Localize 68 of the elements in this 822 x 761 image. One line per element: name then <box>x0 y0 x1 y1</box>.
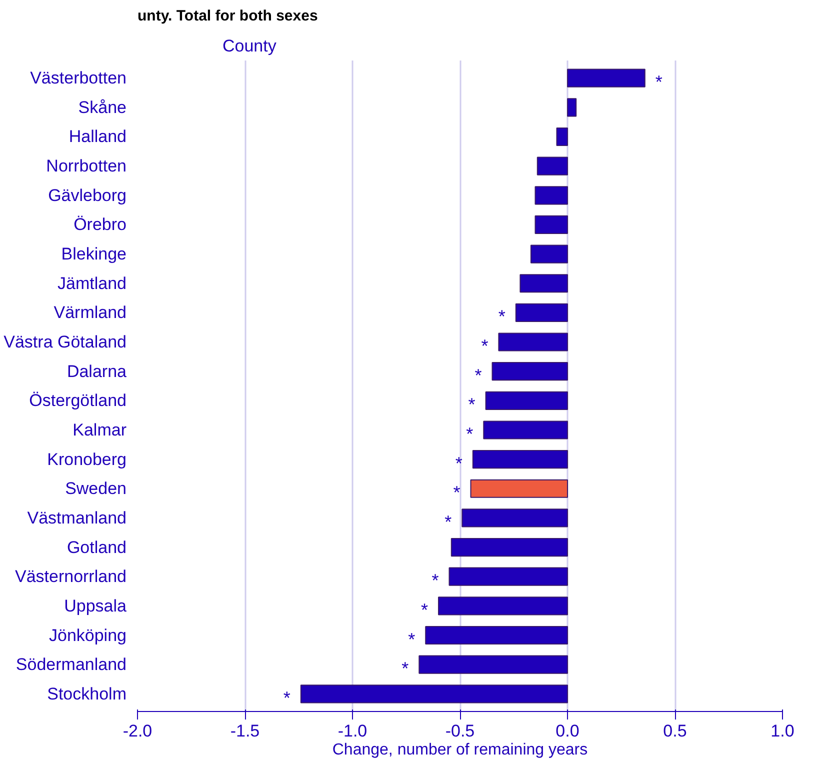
bar <box>520 274 568 293</box>
bar <box>300 684 568 704</box>
bar <box>534 186 568 205</box>
bar <box>438 596 568 616</box>
bar <box>472 450 568 469</box>
y-tick-label: Skåne <box>78 98 126 117</box>
y-tick-label: Östergötland <box>29 391 127 410</box>
bar <box>536 156 568 176</box>
data-label: * <box>468 394 476 415</box>
y-tick-label: Jönköping <box>48 626 127 645</box>
x-tick-label: 1.0 <box>770 722 794 740</box>
y-tick-label: Halland <box>68 127 127 146</box>
x-tick-label: -1.5 <box>230 722 260 740</box>
x-tick-label: -0.5 <box>445 722 475 740</box>
bar <box>483 420 568 440</box>
y-tick-label: Stockholm <box>47 684 127 704</box>
bar <box>530 244 568 264</box>
bar <box>450 538 568 557</box>
bar <box>534 215 568 234</box>
y-tick-label: Gävleborg <box>48 186 127 205</box>
bar <box>567 68 646 88</box>
y-tick-label: Örebro <box>74 215 127 234</box>
y-tick-label: Västernorrland <box>14 567 127 586</box>
data-label: * <box>444 512 452 532</box>
y-tick-label: Uppsala <box>64 596 128 616</box>
y-tick-label: Gotland <box>66 538 127 557</box>
bar <box>567 98 577 117</box>
data-label: * <box>655 72 662 92</box>
data-label: * <box>408 629 416 650</box>
bar <box>462 508 568 528</box>
y-tick-label: Södermanland <box>16 655 127 674</box>
y-tick-label: Jämtland <box>58 274 127 293</box>
y-tick-label: Kronoberg <box>47 450 126 469</box>
bar <box>470 479 568 498</box>
x-axis-title: Change, number of remaining years <box>332 742 588 758</box>
data-label: * <box>481 336 488 356</box>
bar <box>556 127 568 146</box>
data-label: * <box>283 688 290 708</box>
x-tick-label: 0.5 <box>663 722 687 740</box>
y-tick-label: Västmanland <box>27 508 127 528</box>
bar <box>515 303 568 322</box>
x-tick-label: -1.0 <box>338 722 368 740</box>
y-tick-label: Kalmar <box>72 420 127 440</box>
data-label: * <box>453 482 460 503</box>
bar <box>425 626 568 645</box>
data-label: * <box>402 658 409 679</box>
y-axis-title: County <box>222 36 277 56</box>
bar <box>448 567 568 586</box>
y-tick-label: Dalarna <box>66 362 128 381</box>
data-label: * <box>421 600 428 620</box>
y-tick-label: Västra Götaland <box>4 332 127 352</box>
data-label: * <box>432 570 439 591</box>
y-tick-label: Blekinge <box>61 244 127 264</box>
data-label: * <box>498 306 506 327</box>
data-label: * <box>474 365 482 386</box>
y-tick-label: Värmland <box>54 303 127 322</box>
x-tick-label: -2.0 <box>122 722 152 740</box>
data-label: * <box>455 453 462 474</box>
bar <box>492 362 568 381</box>
x-tick-label: 0.0 <box>556 722 580 740</box>
y-tick-label: Sweden <box>65 479 127 498</box>
chart-title: unty. Total for both sexes <box>138 8 318 24</box>
data-label: * <box>466 424 474 444</box>
y-tick-label: Norrbotten <box>46 156 127 176</box>
bar <box>498 332 568 352</box>
y-tick-label: Västerbotten <box>30 68 127 88</box>
bar <box>418 655 568 674</box>
bar <box>485 391 568 410</box>
